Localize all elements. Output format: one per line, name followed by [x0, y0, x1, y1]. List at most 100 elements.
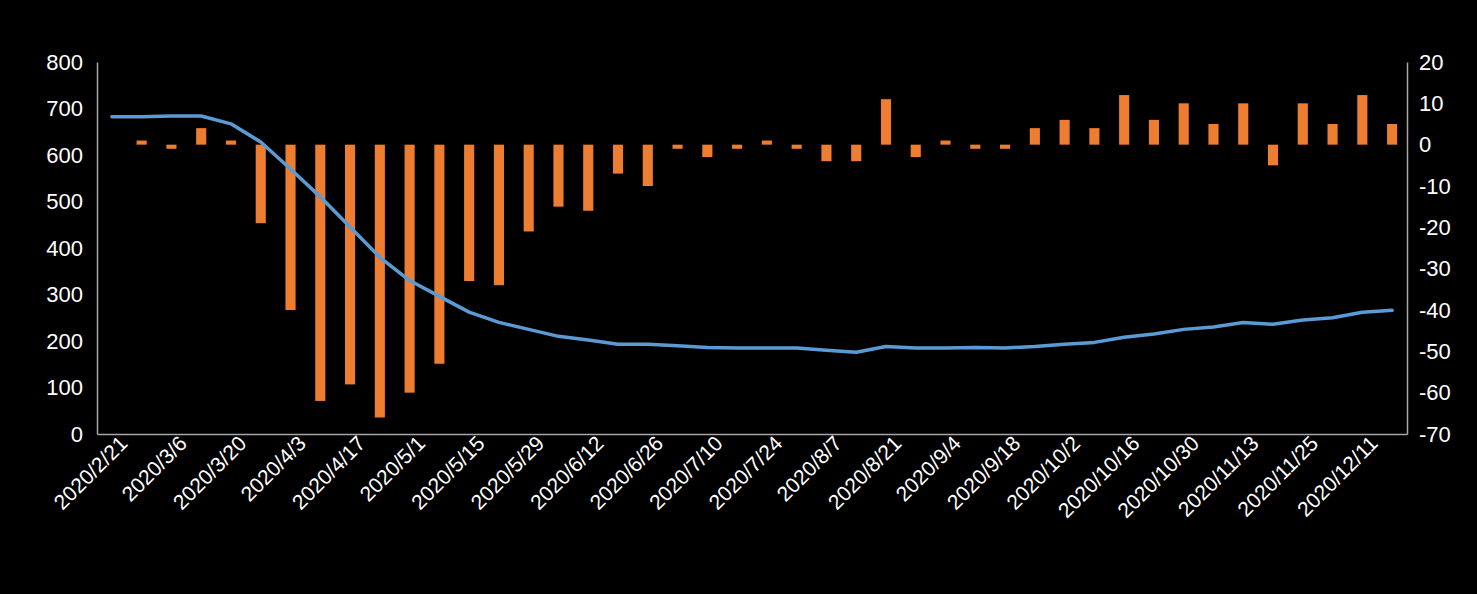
bar [851, 145, 861, 162]
bar [643, 145, 653, 186]
bar [494, 145, 504, 286]
bar-series [137, 95, 1398, 417]
bar [196, 128, 206, 145]
tick: 2020/4/17 [287, 431, 369, 513]
tick-label: 0 [1419, 132, 1431, 157]
bar [792, 145, 802, 149]
bar [375, 145, 385, 418]
bar [553, 145, 563, 207]
bar [166, 145, 176, 149]
background [0, 0, 1477, 594]
tick: 500 [46, 189, 97, 214]
tick-label: 20 [1419, 50, 1443, 75]
tick-label: 2020/3/20 [168, 431, 250, 513]
bar [732, 145, 742, 149]
bar [583, 145, 593, 211]
bar [970, 145, 980, 149]
bar [613, 145, 623, 174]
bar [256, 145, 266, 224]
tick-label: 2020/8/21 [823, 431, 905, 513]
bar [524, 145, 534, 232]
bar [1060, 120, 1070, 145]
bar [911, 145, 921, 157]
tick: 600 [46, 143, 97, 168]
plot-area [112, 95, 1397, 417]
tick-label: 2020/12/11 [1292, 431, 1381, 520]
tick-label: -30 [1419, 256, 1451, 281]
tick-label: 600 [46, 143, 83, 168]
tick-label: 800 [46, 50, 83, 75]
bar [1328, 124, 1338, 145]
tick: 300 [46, 282, 97, 307]
bar [1179, 103, 1189, 144]
bar [434, 145, 444, 364]
bar [1000, 145, 1010, 149]
tick-label: 200 [46, 329, 83, 354]
tick: 10 [1407, 91, 1443, 116]
tick-label: 2020/2/21 [49, 431, 131, 513]
tick: -10 [1407, 174, 1451, 199]
tick: 700 [46, 96, 97, 121]
tick: 2020/7/24 [704, 431, 787, 514]
tick: 400 [46, 236, 97, 261]
tick: 200 [46, 329, 97, 354]
bar [315, 145, 325, 401]
bar [821, 145, 831, 162]
tick-label: -60 [1419, 380, 1451, 405]
tick: -40 [1407, 298, 1451, 323]
y2-axis: -70 -60 -50 -40 -30 -20 -10 0 10 20 [1407, 50, 1451, 447]
tick: 20 [1407, 50, 1443, 75]
bar [1089, 128, 1099, 145]
tick-label: 2020/4/17 [287, 431, 369, 513]
x-axis: 2020/2/212020/3/62020/3/202020/4/32020/4… [49, 431, 1407, 522]
tick: -60 [1407, 380, 1451, 405]
tick: 2020/2/21 [49, 431, 131, 513]
bar [1268, 145, 1278, 166]
bar [405, 145, 415, 393]
bar [1238, 103, 1248, 144]
line [112, 116, 1392, 352]
tick-label: 400 [46, 236, 83, 261]
axis-line [97, 63, 99, 435]
tick: 0 [71, 422, 97, 447]
tick-label: 700 [46, 96, 83, 121]
y-axis: 0 100 200 300 400 500 600 700 800 [46, 50, 97, 447]
tick-label: 300 [46, 282, 83, 307]
bar [464, 145, 474, 281]
bar [1119, 95, 1129, 145]
tick-label: -20 [1419, 215, 1451, 240]
bar [1208, 124, 1218, 145]
tick-label: 100 [46, 375, 83, 400]
bar [1387, 124, 1397, 145]
axis-line [1407, 63, 1409, 435]
bar [1030, 128, 1040, 145]
tick-label: -50 [1419, 339, 1451, 364]
tick-label: 2020/7/24 [704, 431, 787, 514]
bar [226, 141, 236, 145]
bar [940, 141, 950, 145]
tick: -70 [1407, 422, 1451, 447]
tick: -20 [1407, 215, 1451, 240]
tick: 800 [46, 50, 97, 75]
tick-label: -70 [1419, 422, 1451, 447]
tick-label: -40 [1419, 298, 1451, 323]
tick-label: 10 [1419, 91, 1443, 116]
chart: 0100200300400500600700800-70-60-50-40-30… [0, 0, 1477, 594]
tick: 0 [1407, 132, 1431, 157]
bar [881, 99, 891, 144]
tick: 100 [46, 375, 97, 400]
bar [1357, 95, 1367, 145]
bar [762, 141, 772, 145]
tick: 2020/12/11 [1292, 431, 1381, 520]
tick-label: 0 [71, 422, 83, 447]
bar [137, 141, 147, 145]
bar [345, 145, 355, 385]
tick-label: 500 [46, 189, 83, 214]
bar [702, 145, 712, 157]
tick: 2020/8/21 [823, 431, 905, 513]
bar [1149, 120, 1159, 145]
tick-label: -10 [1419, 174, 1451, 199]
tick: -30 [1407, 256, 1451, 281]
bar [673, 145, 683, 149]
bar [1298, 103, 1308, 144]
